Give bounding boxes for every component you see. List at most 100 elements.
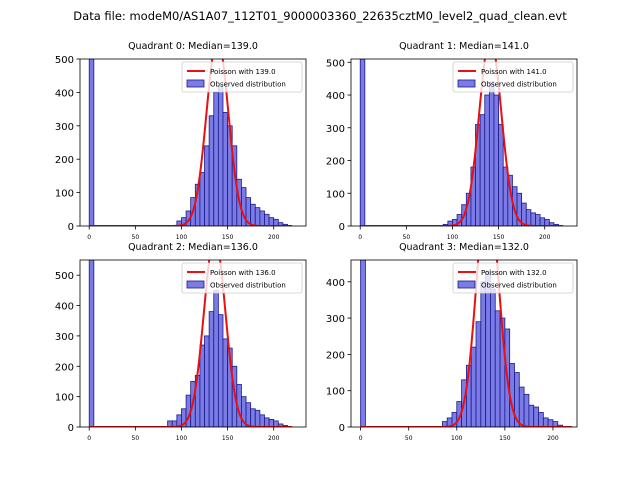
y-tick-label: 100	[55, 189, 74, 200]
histogram-bar	[480, 281, 487, 427]
legend-bar-swatch	[457, 79, 476, 88]
histogram-bar	[264, 213, 270, 226]
legend-label-poisson: Poisson with 141.0	[481, 68, 547, 76]
subplot-grid: Quadrant 0: Median=139.0 0 50 100 150 200 0 100…	[55, 41, 578, 442]
quadrant-2-subplot: Quadrant 2: Median=136.0 0 50 100 150 200 0 100…	[55, 242, 307, 442]
legend-box	[181, 61, 303, 93]
x-tick-label: 100	[451, 435, 463, 442]
subplot-title: Quadrant 1: Median=141.0	[399, 41, 529, 52]
x-tick-label: 200	[539, 234, 551, 241]
legend: Poisson with 136.0 Observed distribution	[181, 262, 303, 294]
axes-frame	[350, 259, 578, 428]
y-tick-label: 500	[55, 55, 74, 66]
x-tick-label: 50	[132, 435, 140, 442]
x-tick-label: 200	[547, 435, 559, 442]
legend-label-observed: Observed distribution	[210, 282, 286, 290]
legend-label-observed: Observed distribution	[210, 81, 286, 89]
legend: Poisson with 139.0 Observed distribution	[181, 61, 303, 93]
x-tick-label: 50	[132, 234, 140, 241]
histogram-bar	[493, 94, 499, 226]
subplot-title: Quadrant 3: Median=132.0	[399, 242, 529, 253]
histogram-bar	[204, 145, 210, 226]
x-tick-label: 150	[222, 234, 234, 241]
histogram-bar	[494, 310, 501, 427]
quadrant-0-subplot: Quadrant 0: Median=139.0 0 50 100 150 200 0 100…	[55, 41, 307, 241]
histogram-bar	[484, 94, 490, 226]
histogram-bar	[528, 404, 535, 427]
y-tick-label: 400	[55, 88, 74, 99]
legend-label-observed: Observed distribution	[481, 81, 557, 89]
histogram-bar	[199, 344, 205, 427]
histogram-bar	[259, 210, 265, 226]
y-tick-label: 300	[55, 332, 74, 343]
histogram-bar	[479, 114, 486, 226]
quadrant-1-subplot: Quadrant 1: Median=141.0 0 50 100 150 200 0 100…	[326, 41, 578, 241]
histogram-bar	[542, 417, 549, 427]
histogram-bar	[530, 212, 536, 226]
legend-label-observed: Observed distribution	[481, 282, 557, 290]
histogram-bar	[208, 115, 215, 226]
legend-label-poisson: Poisson with 136.0	[210, 269, 276, 277]
histogram-bar	[259, 414, 265, 427]
y-tick-label: 0	[68, 222, 74, 233]
histogram-bar	[498, 124, 504, 226]
axes-frame	[79, 58, 307, 227]
legend: Poisson with 132.0 Observed distribution	[452, 262, 574, 294]
histogram-bar	[470, 346, 477, 427]
histogram-bar	[488, 81, 495, 226]
histogram-bar	[552, 421, 559, 427]
axes-frame	[79, 259, 307, 428]
y-tick-label: 500	[326, 58, 345, 69]
y-tick-label: 200	[55, 155, 74, 166]
y-tick-label: 100	[326, 189, 345, 200]
histogram-bar	[254, 409, 261, 427]
legend-label-poisson: Poisson with 132.0	[481, 269, 547, 277]
histogram-bar	[213, 289, 219, 427]
histogram-bar	[217, 314, 224, 427]
x-tick-label: 0	[87, 234, 91, 241]
legend-bar-swatch	[186, 79, 205, 88]
histogram-bar	[213, 92, 219, 226]
x-tick-label: 50	[403, 234, 411, 241]
histogram-bar	[88, 59, 95, 226]
y-tick-label: 400	[326, 91, 345, 102]
histogram-bar	[490, 288, 496, 427]
x-tick-label: 150	[222, 435, 234, 442]
y-tick-label: 200	[326, 350, 345, 361]
x-tick-label: 150	[499, 435, 511, 442]
histogram-bar	[273, 218, 279, 226]
y-tick-label: 100	[326, 387, 345, 398]
histogram-bar	[204, 335, 210, 427]
x-tick-label: 0	[358, 234, 362, 241]
histogram-bar	[547, 419, 554, 427]
x-tick-label: 100	[176, 435, 188, 442]
histogram-bar	[268, 419, 275, 427]
histogram-bar	[268, 217, 275, 226]
figure-suptitle: Data file: modeM0/AS1A07_112T01_90000033…	[73, 9, 567, 23]
y-tick-label: 300	[326, 124, 345, 135]
x-tick-label: 200	[268, 234, 280, 241]
histogram-bar	[525, 209, 532, 226]
y-tick-label: 300	[326, 314, 345, 325]
histogram-bars	[359, 59, 559, 226]
histogram-bar	[250, 408, 256, 427]
x-tick-label: 50	[405, 435, 413, 442]
histogram-bar	[222, 112, 228, 226]
histogram-bar	[199, 172, 205, 226]
x-tick-label: 100	[447, 234, 459, 241]
y-tick-label: 400	[55, 302, 74, 313]
legend-bar-swatch	[186, 280, 205, 289]
subplot-title: Quadrant 2: Median=136.0	[128, 242, 258, 253]
histogram-bar	[539, 217, 546, 226]
histogram-bar	[485, 270, 491, 427]
legend: Poisson with 141.0 Observed distribution	[452, 61, 574, 93]
histogram-bar	[502, 166, 509, 226]
axes-frame	[350, 58, 578, 227]
histogram-bar	[538, 412, 544, 427]
histogram-bar	[88, 260, 95, 427]
histogram-bar	[208, 311, 215, 427]
y-tick-label: 200	[326, 157, 345, 168]
histogram-bar	[222, 338, 228, 427]
histogram-bars	[88, 260, 288, 427]
histogram-bar	[533, 406, 539, 427]
